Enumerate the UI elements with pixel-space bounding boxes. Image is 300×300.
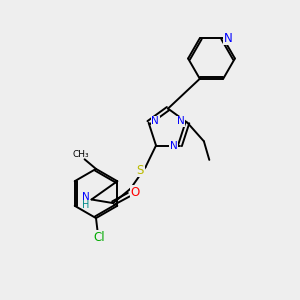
Text: S: S [136,164,144,177]
Text: N: N [82,192,89,202]
Text: H: H [82,200,89,210]
Text: N: N [177,116,185,126]
Text: N: N [224,32,232,45]
Text: N: N [151,116,159,126]
Text: N: N [169,140,177,151]
Text: O: O [131,186,140,199]
Text: Cl: Cl [93,231,105,244]
Text: CH₃: CH₃ [72,150,89,159]
